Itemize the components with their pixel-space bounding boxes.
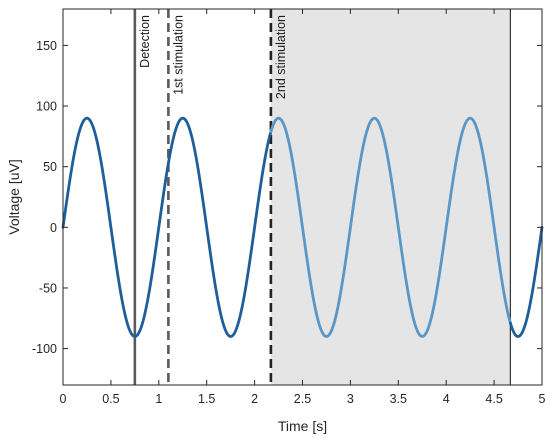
x-tick-label: 2.5: [294, 392, 311, 406]
x-tick-label: 4.5: [485, 392, 502, 406]
x-tick-label: 5: [539, 392, 546, 406]
x-tick-label: 3: [347, 392, 354, 406]
x-tick-label: 2: [251, 392, 258, 406]
marker-label-3: 2nd stimulation: [274, 15, 288, 99]
marker-label-1: Detection: [138, 15, 152, 68]
x-tick-label: 1: [155, 392, 162, 406]
shaded-region: [270, 9, 511, 385]
y-tick-label: -100: [32, 342, 57, 356]
x-tick-label: 1.5: [198, 392, 215, 406]
y-axis-label: Voltage [uV]: [6, 159, 22, 235]
x-tick-label: 3.5: [390, 392, 407, 406]
marker-label-2: 1st stimulation: [171, 15, 185, 95]
series-1-segment-3: [508, 225, 544, 338]
y-tick-label: 100: [36, 100, 57, 114]
series-1-segment-1: [61, 116, 273, 338]
y-tick-label: 0: [50, 221, 57, 235]
x-tick-label: 4: [443, 392, 450, 406]
series-1-segment-2: [269, 116, 512, 338]
x-tick-label: 0.5: [102, 392, 119, 406]
y-tick-label: 50: [43, 160, 57, 174]
x-tick-label: 0: [60, 392, 67, 406]
y-tick-label: 150: [36, 39, 57, 53]
y-tick-label: -50: [39, 281, 57, 295]
x-axis-label: Time [s]: [278, 418, 327, 434]
